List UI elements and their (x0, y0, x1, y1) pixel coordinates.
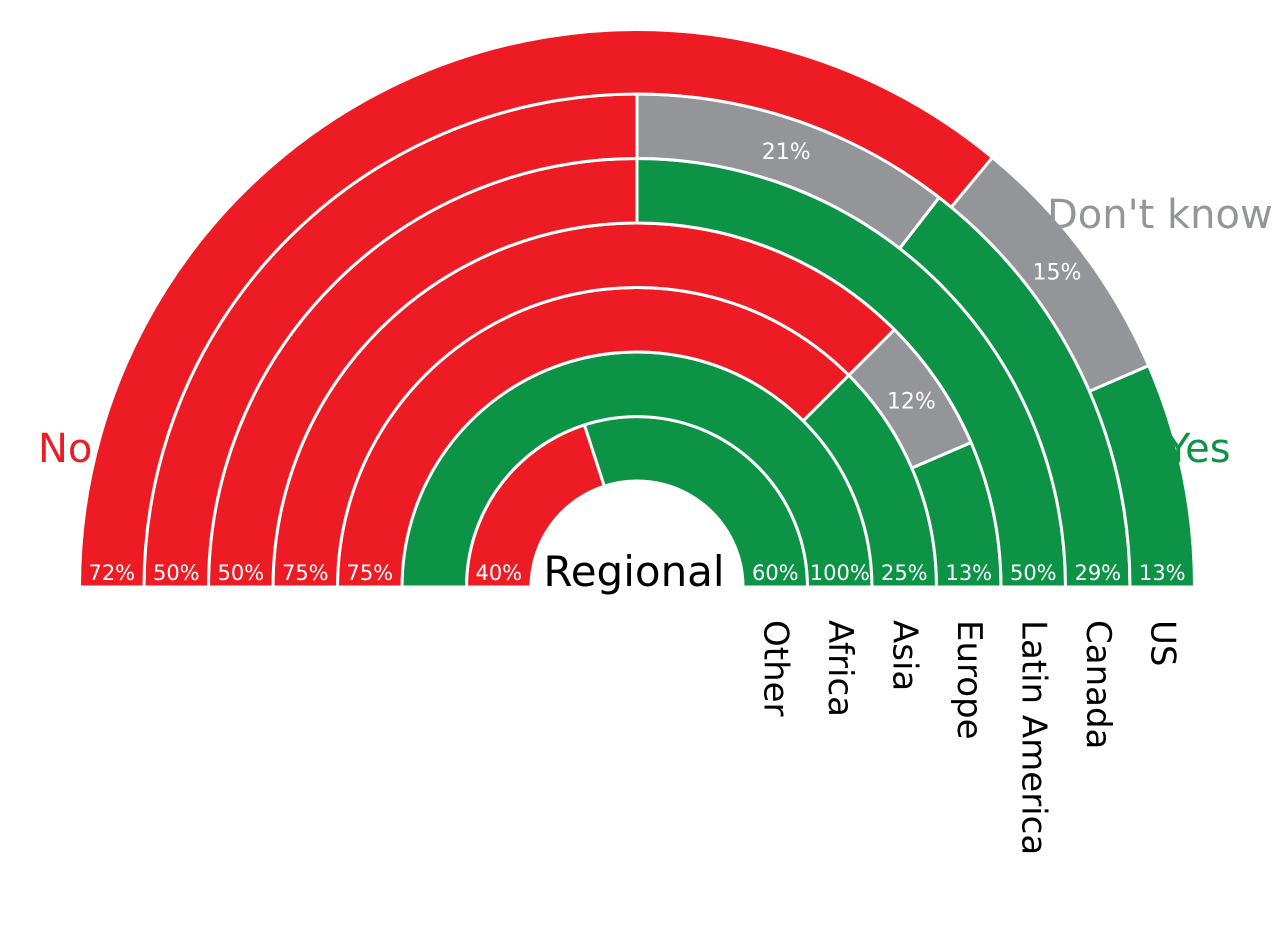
region-name-us: US (1142, 620, 1182, 666)
pct-label-asia-no: 75% (346, 561, 393, 585)
pct-label-other-no: 40% (475, 561, 522, 585)
legend-yes: Yes (1165, 426, 1231, 472)
legend-dont-know: Don't know (1047, 192, 1273, 238)
center-label: Regional (543, 547, 724, 596)
pct-label-europe-yes: 13% (945, 561, 992, 585)
pct-label-latin-america-yes: 50% (1010, 561, 1057, 585)
pct-label-asia-yes: 25% (881, 561, 928, 585)
region-name-africa: Africa (820, 620, 860, 717)
pct-label-canada-no: 50% (153, 561, 200, 585)
ring-labels: 60% 40% 100% 25% 75% 12% 13% 75% 50% 50% 21% 29% 50%… (88, 140, 1185, 585)
region-name-canada: Canada (1078, 620, 1118, 749)
pct-label-us-dont-know: 15% (1033, 261, 1082, 286)
region-name-other: Other (755, 620, 795, 717)
pct-label-us-yes: 13% (1139, 561, 1186, 585)
pct-label-africa-yes: 100% (810, 561, 870, 585)
pct-label-canada-dont-know: 21% (762, 140, 811, 165)
pct-label-us-no: 72% (88, 561, 135, 585)
region-name-asia: Asia (884, 620, 924, 691)
legend-no: No (38, 426, 92, 472)
pct-label-other-yes: 60% (752, 561, 799, 585)
ring-segments (77, 28, 1197, 589)
segment-us-no (77, 28, 995, 589)
pct-label-europe-dont-know: 12% (887, 390, 936, 415)
pct-label-latin-america-no: 50% (217, 561, 264, 585)
region-name-europe: Europe (949, 620, 989, 740)
pct-label-europe-no: 75% (282, 561, 329, 585)
region-name-latin-america: Latin America (1013, 620, 1053, 855)
pct-label-canada-yes: 29% (1074, 561, 1121, 585)
region-names: Other Africa Asia Europe Latin America Canada… (755, 620, 1182, 855)
